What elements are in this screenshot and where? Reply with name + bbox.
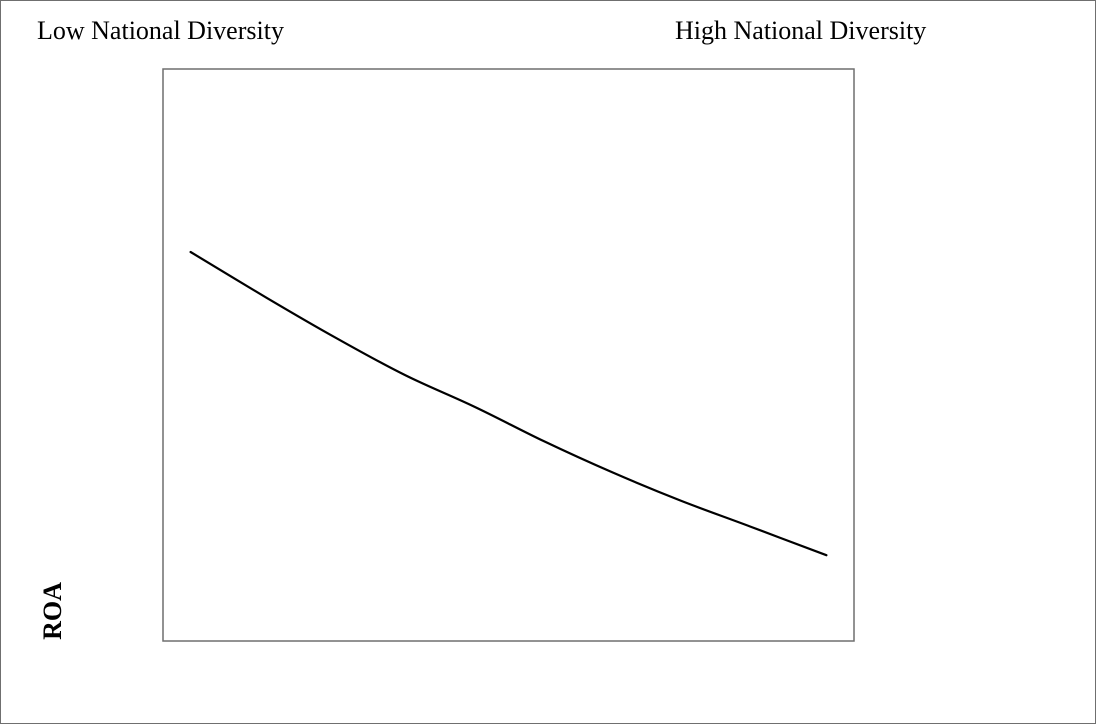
plot-area-frame bbox=[162, 68, 855, 642]
series-layer bbox=[189, 250, 828, 557]
low-national-diversity-label: Low National Diversity bbox=[37, 16, 284, 45]
series-line-0 bbox=[189, 250, 828, 557]
high-national-diversity-label: High National Diversity bbox=[675, 16, 927, 45]
